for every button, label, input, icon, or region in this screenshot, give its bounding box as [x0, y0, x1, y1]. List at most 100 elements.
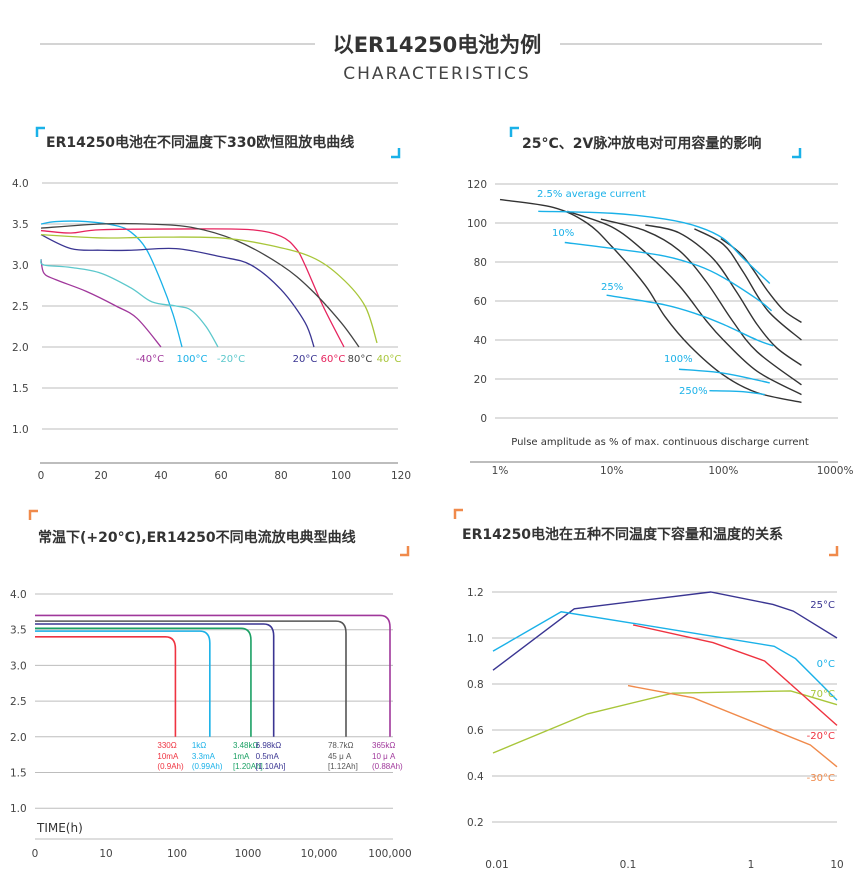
series-label: 20°C: [293, 354, 318, 365]
series-line: [492, 611, 838, 701]
current-label: 10 μ A: [372, 752, 396, 761]
capacity-curve: [600, 218, 802, 386]
capacity-curve: [694, 228, 802, 341]
load-label: 6.98kΩ: [256, 741, 282, 750]
series-line: [40, 228, 345, 348]
page-subtitle: CHARACTERISTICS: [343, 64, 530, 84]
bracket-open-icon: [453, 508, 463, 519]
bracket-close-icon: [829, 546, 839, 557]
series-line: [40, 234, 378, 344]
bracket-close-icon: [792, 148, 802, 159]
y-tick-label: 4.0: [12, 178, 29, 190]
series-line: [40, 220, 183, 348]
average-current-line: [678, 368, 770, 384]
chart3-header: 常温下(+20°C),ER14250不同电流放电典型曲线: [28, 509, 410, 557]
x-tick-label: 1000%: [817, 465, 854, 477]
series-label: -40°C: [136, 354, 164, 365]
load-label: 3.48kΩ: [233, 741, 259, 750]
capacity-label: (0.88Ah): [372, 762, 403, 771]
y-tick-label: 0.2: [467, 817, 484, 829]
discharge-curve: [35, 620, 347, 737]
series-line: [632, 624, 838, 726]
x-tick-label: 10: [99, 848, 112, 860]
current-label: 1mA: [233, 752, 250, 761]
chart3-xlabel: TIME(h): [36, 821, 83, 835]
chart2: 120 100 80 60 40 20 0 1% 10% 100% 1000% 2.5% averag…: [467, 179, 854, 477]
x-tick-label: 20: [94, 470, 107, 482]
discharge-curve: [35, 614, 391, 737]
x-tick-label: 40: [154, 470, 167, 482]
chart1: 4.0 3.5 3.0 2.5 2.0 1.5 1.0 0 20 40 60 80 100 120 -40°…: [12, 178, 411, 482]
series-label: 70°C: [810, 689, 835, 700]
capacity-curve: [645, 224, 802, 366]
series-label: 0°C: [817, 659, 835, 670]
bracket-open-icon: [35, 126, 45, 137]
chart2-xlabel: Pulse amplitude as % of max. continuous …: [511, 437, 809, 448]
x-tick-label: 60: [214, 470, 227, 482]
x-tick-label: 100: [331, 470, 351, 482]
y-tick-label: 0.6: [467, 725, 484, 737]
y-tick-label: 0.4: [467, 771, 484, 783]
series-label: 2.5% average current: [537, 189, 646, 200]
y-tick-label: 60: [474, 296, 487, 308]
x-tick-label: 1%: [492, 465, 509, 477]
series-line: [492, 591, 838, 671]
chart1-header: ER14250电池在不同温度下330欧恒阻放电曲线: [35, 126, 401, 159]
chart1-title: ER14250电池在不同温度下330欧恒阻放电曲线: [46, 134, 354, 151]
bracket-close-icon: [391, 148, 401, 159]
y-tick-label: 120: [467, 179, 487, 191]
y-tick-label: 2.5: [10, 696, 27, 708]
current-label: 10mA: [157, 752, 179, 761]
bracket-open-icon: [509, 126, 519, 137]
y-tick-label: 3.0: [10, 660, 27, 672]
y-tick-label: 100: [467, 218, 487, 230]
chart4-title: ER14250电池在五种不同温度下容量和温度的关系: [462, 526, 783, 543]
average-current-line: [606, 294, 774, 347]
y-tick-label: 1.0: [467, 633, 484, 645]
chart3: 4.0 3.5 3.0 2.5 2.0 1.5 1.0 0 10 100 1000 10,000 100…: [10, 589, 412, 860]
capacity-curve: [720, 238, 802, 324]
load-label: 365kΩ: [372, 741, 395, 750]
series-label: 100%: [664, 354, 693, 365]
x-tick-label: 0: [38, 470, 45, 482]
y-tick-label: 80: [474, 257, 487, 269]
capacity-label: [1.12Ah]: [328, 762, 358, 771]
y-tick-label: 2.0: [12, 342, 29, 354]
y-tick-label: 0.8: [467, 679, 484, 691]
capacity-curve: [499, 198, 802, 404]
average-current-line: [709, 390, 765, 396]
x-tick-label: 100,000: [368, 848, 411, 860]
capacity-label: (0.9Ah): [157, 762, 184, 771]
x-tick-label: 80: [274, 470, 287, 482]
y-tick-label: 1.5: [10, 768, 27, 780]
load-label: 1kΩ: [192, 741, 206, 750]
y-tick-label: 1.0: [12, 424, 29, 436]
capacity-label: (0.99Ah): [192, 762, 223, 771]
chart4-header: ER14250电池在五种不同温度下容量和温度的关系: [453, 508, 839, 557]
page-title: 以ER14250电池为例: [333, 33, 542, 57]
chart2-header: 25°C、2V脉冲放电对可用容量的影响: [509, 126, 802, 159]
capacity-curve: [567, 210, 802, 396]
series-line: [40, 234, 315, 348]
y-tick-label: 4.0: [10, 589, 27, 601]
series-label: -20°C: [807, 731, 835, 742]
x-tick-label: 10: [830, 859, 843, 871]
discharge-curve: [35, 630, 211, 737]
chart2-title: 25°C、2V脉冲放电对可用容量的影响: [522, 135, 761, 152]
current-label: 0.5mA: [256, 752, 280, 761]
series-label: 25°C: [810, 600, 835, 611]
series-line: [40, 258, 219, 348]
x-tick-label: 120: [391, 470, 411, 482]
current-label: 3.3mA: [192, 752, 216, 761]
series-label: 60°C: [321, 354, 346, 365]
x-tick-label: 0: [32, 848, 39, 860]
x-tick-label: 0.1: [620, 859, 637, 871]
y-tick-label: 3.0: [12, 260, 29, 272]
x-tick-label: 0.01: [485, 859, 508, 871]
y-tick-label: 3.5: [10, 625, 27, 637]
load-label: 330Ω: [157, 741, 176, 750]
discharge-curve: [35, 627, 252, 737]
x-tick-label: 100: [167, 848, 187, 860]
capacity-label: [1.20Ah]: [233, 762, 263, 771]
